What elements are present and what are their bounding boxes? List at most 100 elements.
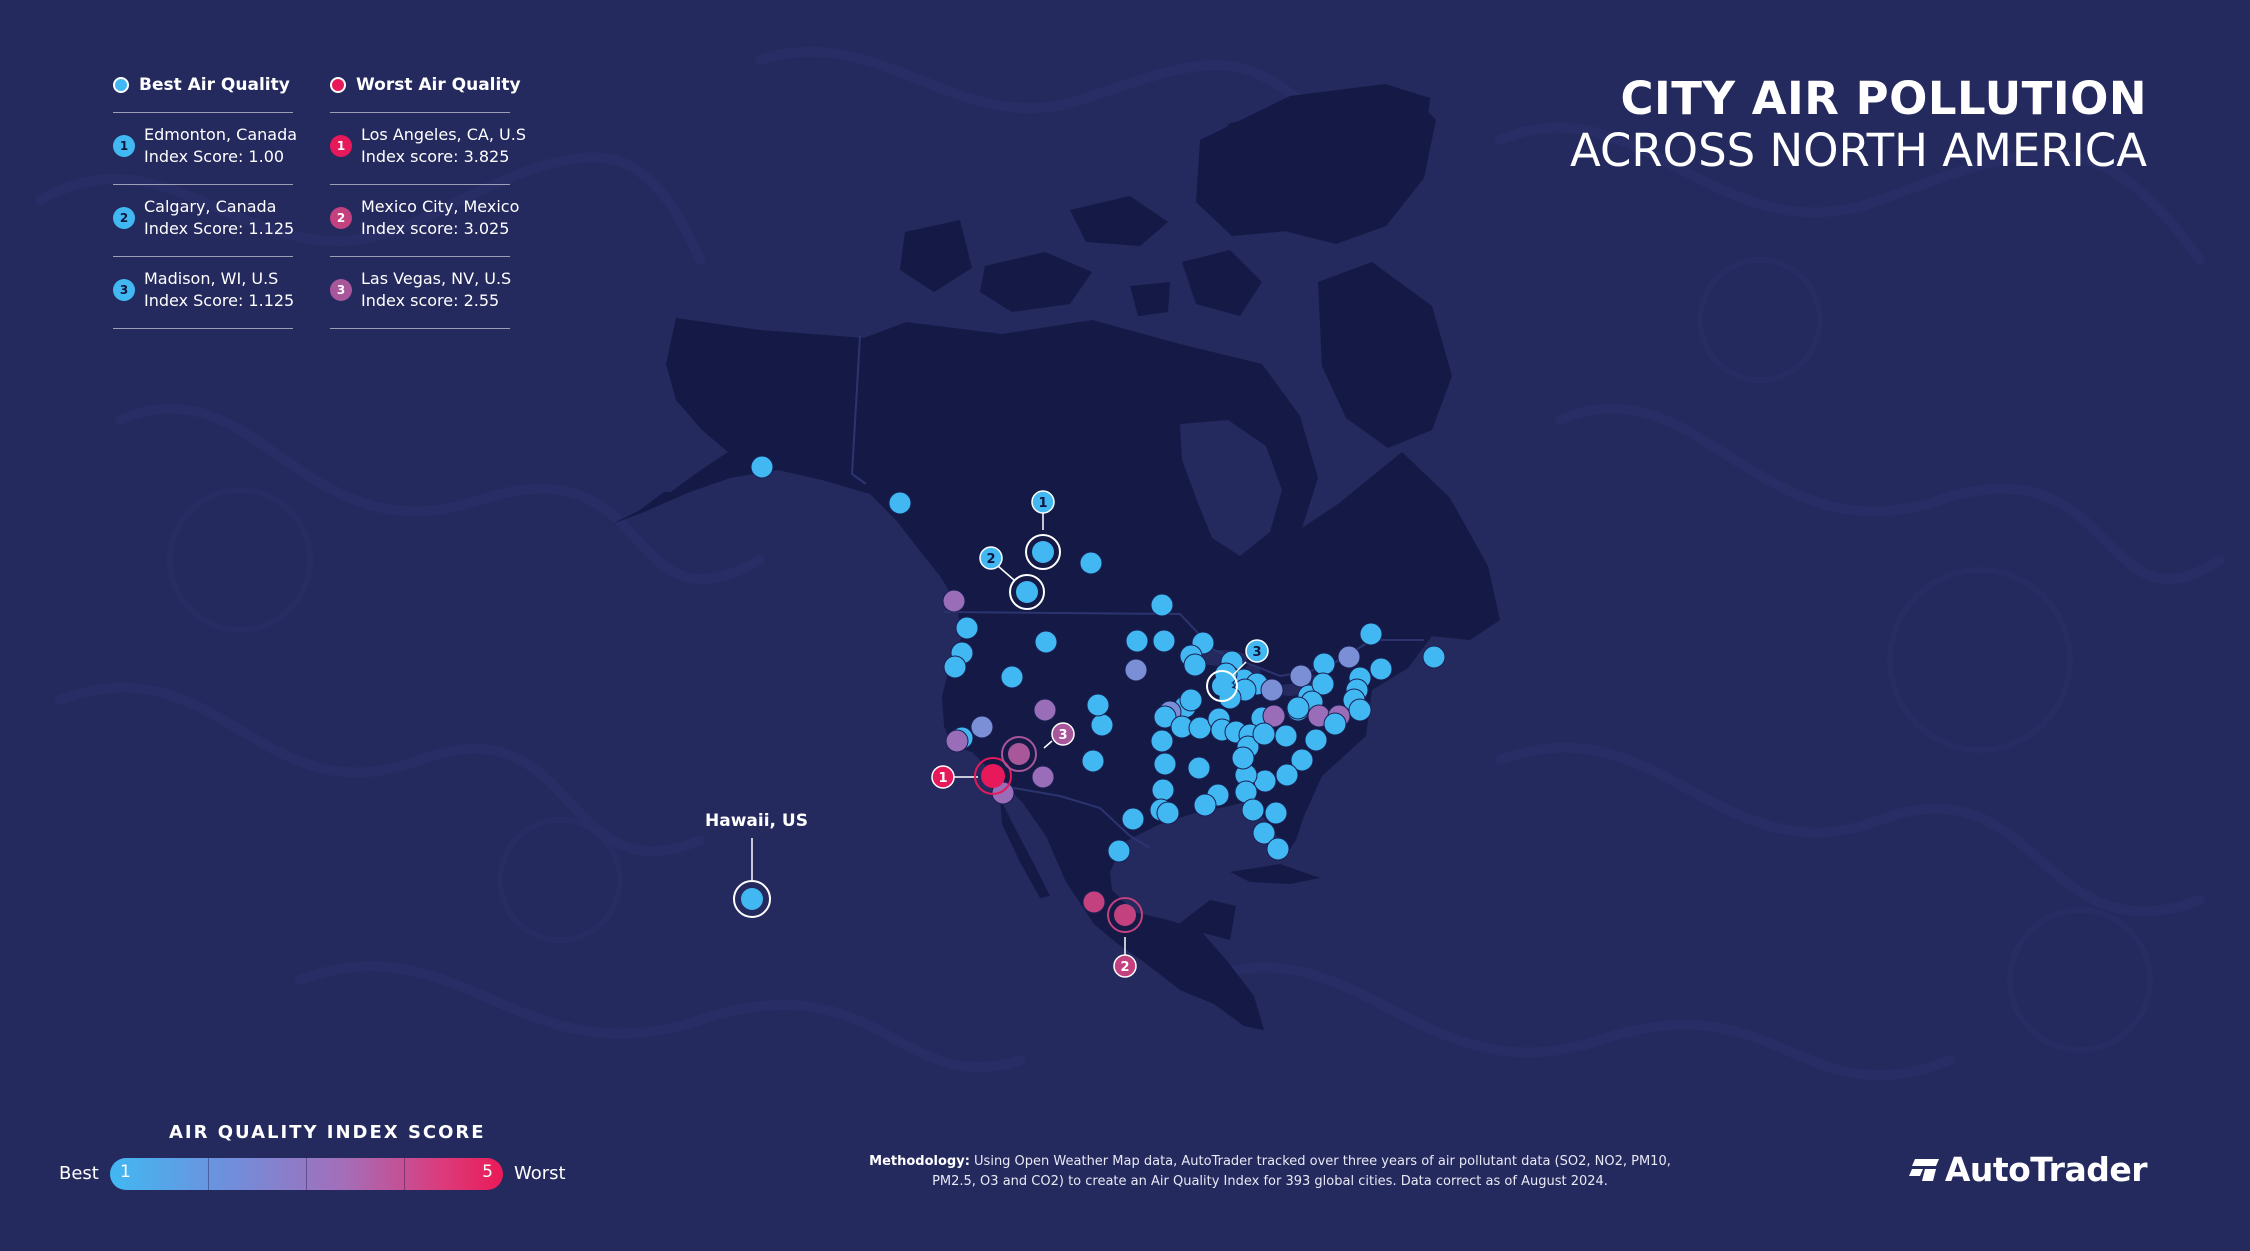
callout-worst-3: 3 (1001, 722, 1075, 772)
city-marker (1260, 678, 1284, 702)
city-marker (1150, 593, 1174, 617)
greenland (1228, 92, 1436, 244)
legend-best-title: Best Air Quality (139, 75, 290, 95)
methodology-note: Methodology: Using Open Weather Map data… (720, 1152, 1820, 1192)
city-marker (1264, 801, 1288, 825)
city-marker (1150, 729, 1174, 753)
legend-city: Las Vegas, NV, U.S (361, 269, 512, 288)
callout-best-1-label: 1 (1038, 496, 1047, 511)
legend-worst-title: Worst Air Quality (356, 75, 521, 95)
methodology-text-2: PM2.5, O3 and CO2) to create an Air Qual… (932, 1174, 1608, 1189)
legend-score: Index Score: 1.125 (144, 291, 295, 310)
city-marker (1348, 698, 1372, 722)
legend-divider (330, 256, 510, 257)
city-marker (1323, 712, 1347, 736)
city-marker (1082, 890, 1106, 914)
worst-quality-dot-icon (330, 77, 346, 93)
hudson-bay (1180, 420, 1282, 556)
callout-worst-1: 1 (931, 757, 1012, 795)
city-marker (1151, 778, 1175, 802)
city-marker (1086, 693, 1110, 717)
city-marker (1121, 807, 1145, 831)
callout-best-1: 1 (1025, 490, 1061, 570)
legend-divider (113, 256, 293, 257)
city-marker (1153, 705, 1177, 729)
yucatan (1176, 900, 1236, 940)
page-title: CITY AIR POLLUTION (1620, 72, 2147, 125)
legend-city: Mexico City, Mexico (361, 197, 520, 216)
city-marker (1241, 798, 1265, 822)
city-marker (888, 491, 912, 515)
legend-divider (113, 184, 293, 185)
city-marker (1156, 801, 1180, 825)
city-marker (1079, 551, 1103, 575)
landmass (612, 84, 1500, 1030)
page-subtitle: ACROSS NORTH AMERICA (1569, 124, 2147, 177)
rank-badge: 1 (330, 135, 352, 157)
city-marker (1337, 645, 1361, 669)
rank-badge: 3 (330, 279, 352, 301)
hawaii-marker: Hawaii, US (705, 811, 808, 918)
city-marker (1193, 793, 1217, 817)
callout-best-2-label: 2 (986, 552, 995, 567)
rank-badge: 2 (113, 207, 135, 229)
brand-logo: AutoTrader (1907, 1150, 2148, 1189)
legend-divider (113, 328, 293, 329)
city-marker (1124, 658, 1148, 682)
legend-worst: Worst Air Quality 1 Los Angeles, CA, U.S… (330, 72, 526, 329)
city-marker (1289, 664, 1313, 688)
callout-worst-2-label: 2 (1120, 960, 1129, 975)
arctic-island-c (1130, 282, 1170, 316)
title-block: CITY AIR POLLUTION ACROSS NORTH AMERICA (1570, 72, 2147, 176)
legend-divider (330, 112, 510, 113)
city-marker (1252, 722, 1276, 746)
brand-name: AutoTrader (1944, 1150, 2148, 1189)
city-marker (1311, 672, 1335, 696)
callout-worst-1-label: 1 (938, 771, 947, 786)
city-marker (1152, 629, 1176, 653)
city-marker (1262, 704, 1286, 728)
city-marker (1179, 688, 1203, 712)
arctic-island-b (1182, 250, 1262, 316)
arctic-island-a (1070, 196, 1168, 246)
rank-badge: 1 (113, 135, 135, 157)
city-marker (945, 729, 969, 753)
legend-score: Index Score: 1.125 (144, 219, 295, 238)
us-mexico-border (1001, 785, 1151, 849)
city-marker (1275, 763, 1299, 787)
callout-best-2: 2 (979, 546, 1045, 610)
city-marker (1081, 749, 1105, 773)
city-marker (1153, 752, 1177, 776)
legend-city: Edmonton, Canada (144, 125, 298, 144)
city-marker (1359, 622, 1383, 646)
city-marker (955, 616, 979, 640)
city-marker (1187, 756, 1211, 780)
scale-best-label: Best (59, 1163, 99, 1184)
alaska-canada-border (850, 335, 867, 485)
best-quality-dot-icon (113, 77, 129, 93)
legend-best: Best Air Quality 1 Edmonton, Canada Inde… (113, 72, 297, 329)
callout-worst-3-label: 3 (1058, 728, 1067, 743)
methodology-label: Methodology: (869, 1154, 970, 1169)
legend-worst-heading: Worst Air Quality (330, 72, 521, 98)
city-marker (1252, 821, 1276, 845)
legend-score: Index score: 3.825 (361, 147, 510, 166)
city-marker (1125, 629, 1149, 653)
legend-worst-item: 3 Las Vegas, NV, U.S Index score: 2.55 (330, 266, 512, 314)
city-marker (943, 655, 967, 679)
scale-title: AIR QUALITY INDEX SCORE (169, 1122, 486, 1143)
cuba (1230, 864, 1320, 884)
city-marker (1031, 765, 1055, 789)
rank-badge: 2 (330, 207, 352, 229)
scale-divider (208, 1158, 209, 1190)
methodology-text-1: Using Open Weather Map data, AutoTrader … (969, 1154, 1671, 1169)
legend-score: Index Score: 1.00 (144, 147, 285, 166)
legend-best-heading: Best Air Quality (113, 72, 293, 98)
city-marker (1090, 713, 1114, 737)
scale-worst-label: Worst (514, 1163, 566, 1184)
city-marker (1369, 657, 1393, 681)
city-marker (1266, 837, 1290, 861)
scale-divider (306, 1158, 307, 1190)
